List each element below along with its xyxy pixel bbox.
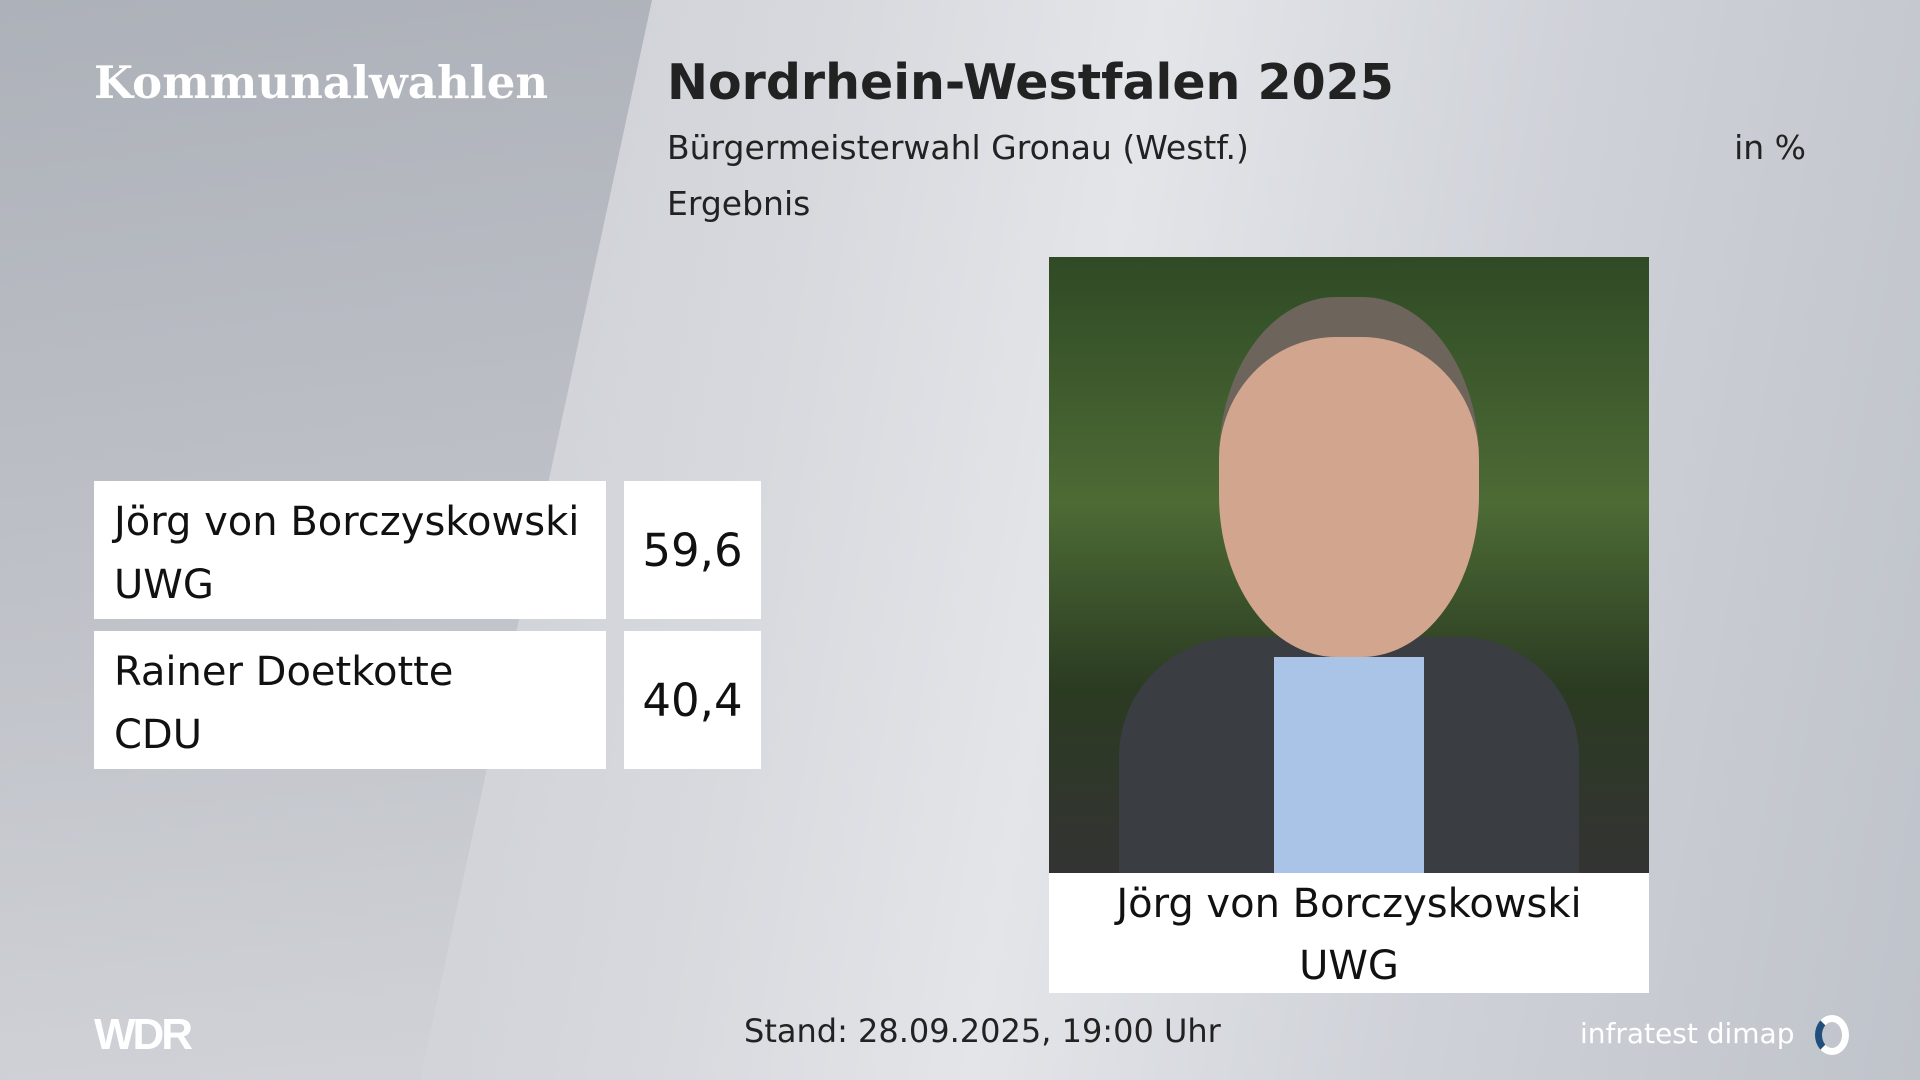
timestamp: Stand: 28.09.2025, 19:00 Uhr: [744, 1012, 1221, 1050]
result-row: Jörg von Borczyskowski UWG 59,6: [94, 481, 761, 619]
page-title: Nordrhein-Westfalen 2025: [667, 54, 1394, 111]
source-logo: infratest dimap: [1580, 1015, 1850, 1055]
infratest-icon: [1815, 1015, 1850, 1055]
candidate-party: CDU: [114, 712, 203, 758]
winner-party: UWG: [1299, 943, 1399, 989]
result-label: Ergebnis: [667, 184, 811, 223]
winner-photo: [1049, 257, 1649, 873]
candidate-party: UWG: [114, 562, 214, 608]
candidate-name: Jörg von Borczyskowski: [114, 499, 580, 545]
wdr-logo: WDR: [94, 1010, 193, 1059]
subtitle: Bürgermeisterwahl Gronau (Westf.): [667, 128, 1249, 167]
candidate-value: 59,6: [624, 481, 761, 619]
candidate-value: 40,4: [624, 631, 761, 769]
winner-caption: Jörg von Borczyskowski UWG: [1049, 873, 1649, 993]
unit-label: in %: [1734, 128, 1806, 167]
result-row: Rainer Doetkotte CDU 40,4: [94, 631, 761, 769]
candidate-name: Rainer Doetkotte: [114, 649, 454, 695]
winner-name: Jörg von Borczyskowski: [1116, 881, 1582, 927]
brand-label: Kommunalwahlen: [94, 56, 549, 109]
source-label: infratest dimap: [1580, 1017, 1795, 1050]
